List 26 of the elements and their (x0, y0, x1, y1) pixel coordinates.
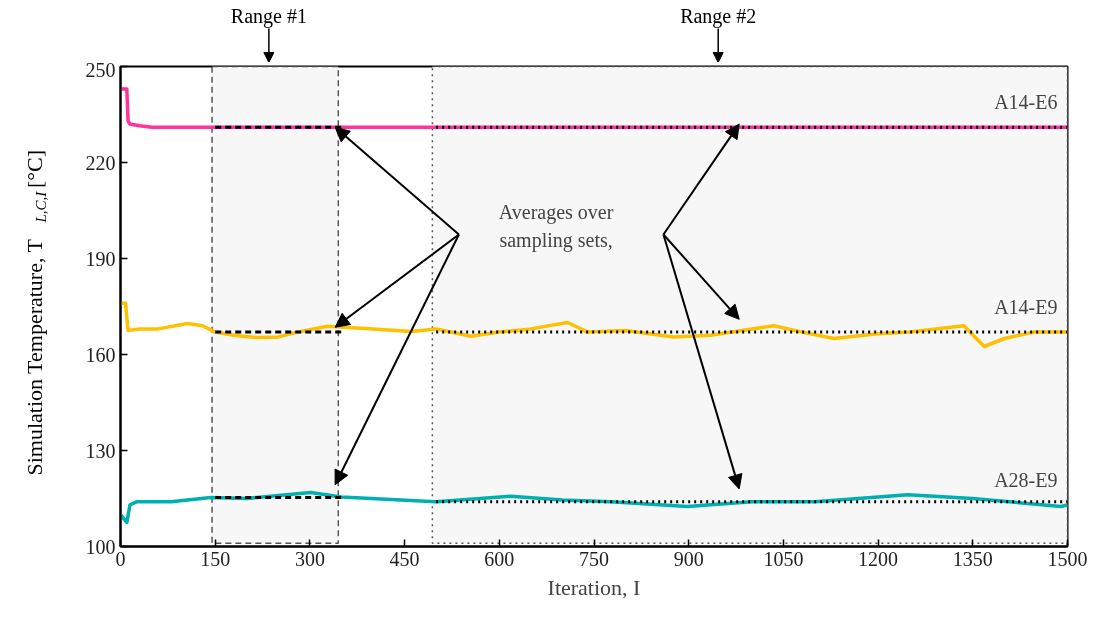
series-label: A28-E9 (994, 468, 1058, 491)
line-series (120, 301, 1068, 349)
y-tick-label: 190 (85, 247, 116, 270)
x-tick-label: 450 (389, 547, 420, 570)
y-tick-label: 220 (85, 151, 116, 174)
y-tick-label: 130 (85, 439, 116, 462)
y-axis-title: Simulation Temperature, TL,C,I [°C] (22, 149, 49, 476)
x-tick-label: 150 (200, 547, 231, 570)
band-label: Range #1 (230, 4, 307, 28)
y-tick-label: 100 (85, 535, 116, 558)
x-tick-label: 1050 (763, 547, 804, 570)
x-tick-label: 300 (294, 547, 325, 570)
x-tick-label: 900 (673, 547, 704, 570)
y-tick-label: 160 (85, 343, 116, 366)
series-label: A14-E9 (994, 296, 1058, 319)
band-label: Range #2 (680, 4, 757, 28)
x-tick-label: 1350 (952, 547, 993, 570)
annotation: Averages over sampling sets, (498, 200, 614, 252)
series-label: A14-E6 (994, 91, 1058, 114)
y-tick-label: 250 (85, 58, 116, 81)
x-axis-title: Iteration, I (547, 574, 641, 600)
x-tick-label: 1200 (858, 547, 899, 570)
x-tick-label: 750 (579, 547, 609, 570)
x-tick-label: 1500 (1047, 547, 1088, 570)
x-tick-label: 600 (484, 547, 515, 570)
x-tick-label: 0 (115, 547, 126, 570)
